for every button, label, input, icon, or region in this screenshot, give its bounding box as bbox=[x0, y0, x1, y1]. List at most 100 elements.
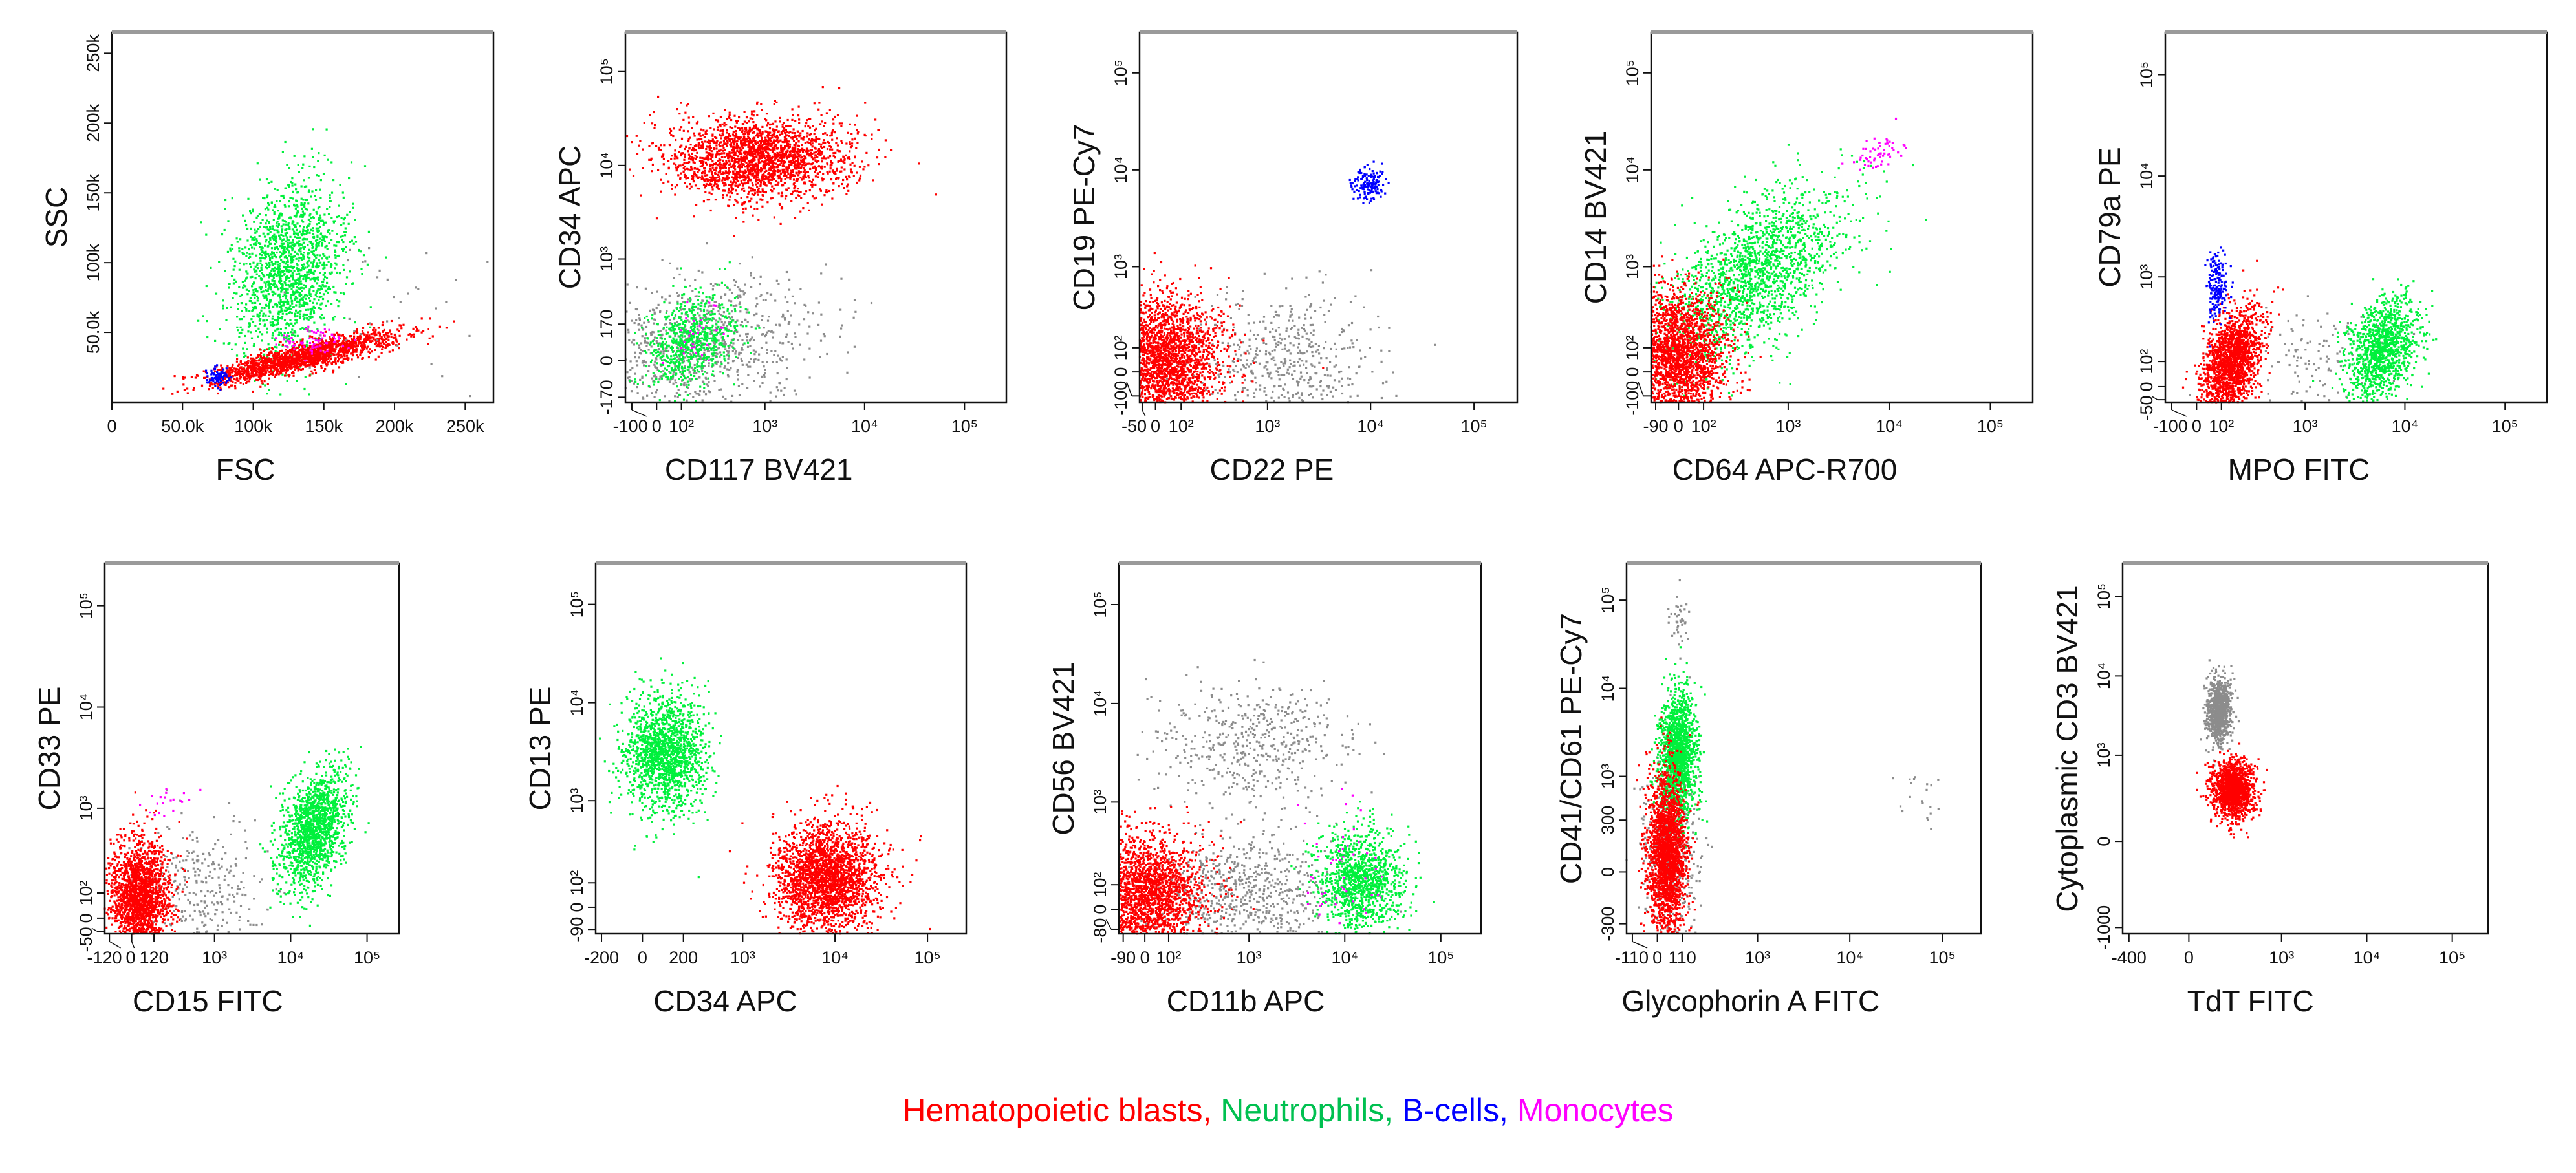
data-point-neutrophils bbox=[248, 322, 250, 324]
data-point-neutrophils bbox=[348, 177, 350, 179]
data-point-neutrophils bbox=[270, 231, 272, 233]
data-point-blasts bbox=[217, 369, 219, 371]
data-point-neutrophils bbox=[308, 249, 310, 251]
data-point-other bbox=[648, 321, 650, 323]
data-point-neutrophils bbox=[228, 342, 230, 344]
data-point-blasts bbox=[337, 356, 339, 358]
data-point-blasts bbox=[662, 182, 664, 184]
data-point-neutrophils bbox=[233, 265, 235, 267]
data-point-blasts bbox=[234, 387, 236, 389]
data-point-neutrophils bbox=[313, 166, 315, 168]
data-point-other bbox=[826, 353, 828, 355]
data-point-neutrophils bbox=[291, 312, 293, 314]
data-point-other bbox=[782, 342, 784, 344]
data-point-neutrophils bbox=[292, 228, 294, 230]
data-point-neutrophils bbox=[277, 288, 279, 290]
data-point-neutrophils bbox=[252, 302, 254, 304]
data-point-neutrophils bbox=[255, 330, 257, 332]
data-point-blasts bbox=[329, 354, 330, 356]
data-point-blasts bbox=[333, 343, 335, 345]
data-point-neutrophils bbox=[297, 191, 299, 193]
data-point-neutrophils bbox=[239, 318, 241, 320]
data-point-neutrophils bbox=[323, 293, 325, 295]
data-point-blasts bbox=[296, 356, 298, 358]
data-point-neutrophils bbox=[263, 307, 265, 309]
data-point-blasts bbox=[272, 362, 274, 364]
data-point-other bbox=[721, 321, 723, 323]
data-point-blasts bbox=[346, 343, 348, 345]
data-point-blasts bbox=[321, 352, 323, 354]
data-point-blasts bbox=[308, 352, 310, 354]
data-point-other bbox=[642, 398, 644, 400]
data-point-neutrophils bbox=[307, 202, 309, 204]
data-point-monocytes bbox=[320, 331, 322, 333]
data-point-other bbox=[739, 394, 741, 396]
data-point-other bbox=[650, 332, 652, 334]
data-point-neutrophils bbox=[246, 293, 248, 295]
data-point-blasts bbox=[429, 317, 431, 319]
data-point-neutrophils bbox=[274, 267, 276, 269]
data-point-other bbox=[638, 324, 640, 326]
data-point-blasts bbox=[878, 149, 880, 151]
data-point-neutrophils bbox=[253, 316, 255, 317]
data-point-blasts bbox=[259, 386, 261, 388]
data-point-neutrophils bbox=[311, 148, 313, 150]
data-point-blasts bbox=[696, 152, 698, 154]
data-point-blasts bbox=[695, 184, 697, 186]
data-point-blasts bbox=[684, 148, 686, 150]
data-point-neutrophils bbox=[296, 301, 298, 303]
data-point-other bbox=[794, 390, 796, 392]
data-point-blasts bbox=[201, 385, 203, 387]
data-point-neutrophils bbox=[294, 155, 296, 157]
data-point-neutrophils bbox=[310, 311, 312, 313]
data-point-neutrophils bbox=[310, 286, 312, 288]
data-point-blasts bbox=[415, 326, 417, 328]
data-point-neutrophils bbox=[284, 246, 286, 248]
data-point-neutrophils bbox=[303, 268, 305, 270]
data-point-other bbox=[634, 373, 636, 375]
data-point-neutrophils bbox=[285, 327, 287, 329]
data-point-blasts bbox=[315, 357, 317, 359]
data-point-neutrophils bbox=[334, 254, 336, 256]
data-point-other bbox=[726, 368, 728, 370]
data-point-bcells bbox=[211, 379, 213, 381]
data-point-neutrophils bbox=[259, 314, 261, 316]
data-point-neutrophils bbox=[237, 308, 239, 310]
data-point-neutrophils bbox=[338, 300, 340, 302]
data-point-other bbox=[719, 313, 720, 315]
data-point-neutrophils bbox=[270, 321, 272, 323]
data-point-blasts bbox=[333, 354, 335, 356]
data-point-other bbox=[786, 358, 788, 360]
data-point-other bbox=[794, 336, 796, 338]
data-point-neutrophils bbox=[289, 319, 291, 321]
data-point-blasts bbox=[246, 371, 248, 373]
data-point-blasts bbox=[226, 365, 228, 367]
data-point-blasts bbox=[231, 371, 233, 373]
data-point-neutrophils bbox=[325, 290, 327, 292]
data-point-other bbox=[647, 370, 649, 372]
data-point-neutrophils bbox=[215, 293, 217, 295]
data-point-other bbox=[634, 352, 636, 354]
data-point-neutrophils bbox=[256, 240, 258, 242]
data-point-blasts bbox=[289, 354, 291, 356]
data-point-other bbox=[780, 390, 782, 392]
x-axis-label: FSC bbox=[216, 453, 276, 486]
data-point-blasts bbox=[362, 357, 364, 359]
data-point-other bbox=[737, 339, 739, 341]
data-point-bcells bbox=[221, 371, 223, 373]
data-point-blasts bbox=[918, 162, 920, 164]
data-point-neutrophils bbox=[348, 223, 350, 225]
data-point-neutrophils bbox=[314, 280, 316, 282]
data-point-neutrophils bbox=[332, 179, 334, 181]
data-point-other bbox=[763, 327, 765, 328]
data-point-blasts bbox=[427, 328, 429, 330]
data-point-blasts bbox=[337, 360, 339, 361]
data-point-neutrophils bbox=[202, 315, 204, 317]
data-point-other bbox=[662, 259, 664, 261]
data-point-neutrophils bbox=[299, 296, 301, 297]
data-point-blasts bbox=[774, 154, 775, 156]
data-point-neutrophils bbox=[336, 272, 338, 274]
data-point-neutrophils bbox=[289, 216, 291, 218]
data-point-blasts bbox=[219, 387, 221, 389]
data-point-neutrophils bbox=[252, 210, 254, 212]
